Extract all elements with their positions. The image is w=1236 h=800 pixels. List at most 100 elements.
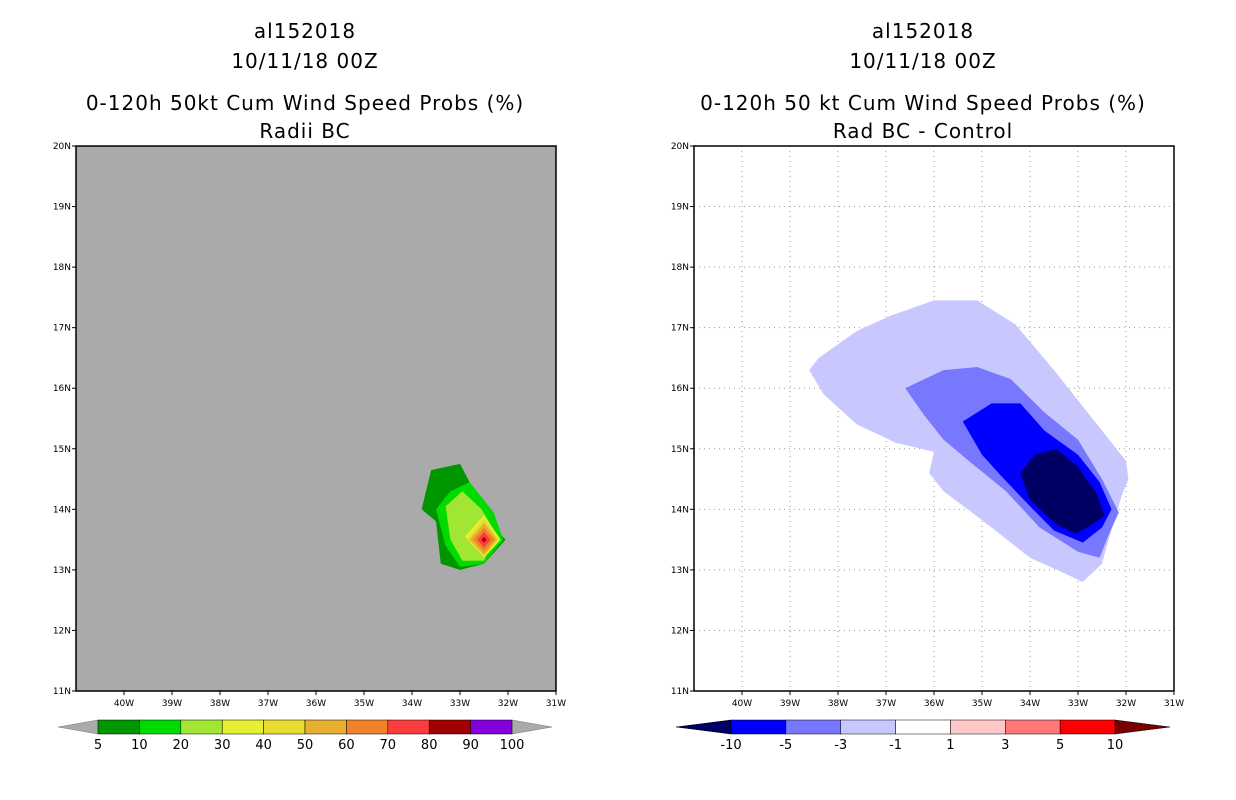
y-tick-label: 20N — [53, 142, 71, 152]
left-panel: 40W 39W 38W 37W 36W 35W 34W 33W 32W 31W 11N 12N 13N 1… — [53, 142, 566, 753]
left-colorbar: 5 10 20 30 40 50 60 70 80 90 100 — [57, 719, 553, 753]
left-chart-title: 0-120h 50kt Cum Wind Speed Probs (%) — [85, 91, 525, 115]
colorbar-swatch — [180, 719, 223, 735]
colorbar-label: 80 — [421, 738, 438, 753]
colorbar-label: 100 — [500, 738, 525, 753]
colorbar-label: 30 — [214, 738, 231, 753]
colorbar-label: 20 — [173, 738, 190, 753]
y-tick-label: 15N — [53, 445, 71, 455]
colorbar-swatch — [346, 719, 389, 735]
x-tick-label: 40W — [732, 699, 752, 709]
colorbar-arrow-right — [511, 719, 553, 735]
y-tick-label: 19N — [671, 203, 689, 213]
colorbar-label: 90 — [462, 738, 479, 753]
colorbar-arrow-left — [57, 719, 99, 735]
x-tick-label: 33W — [450, 699, 470, 709]
x-tick-label: 36W — [924, 699, 944, 709]
left-title-block: al152018 10/11/18 00Z 0-120h 50kt Cum Wi… — [65, 16, 545, 146]
colorbar-label: 10 — [1107, 738, 1124, 753]
x-tick-label: 35W — [354, 699, 374, 709]
right-contours — [809, 300, 1129, 582]
x-tick-label: 38W — [828, 699, 848, 709]
colorbar-swatch — [730, 719, 787, 735]
colorbar-label: 10 — [131, 738, 148, 753]
colorbar-swatch — [1005, 719, 1061, 735]
colorbar-swatch — [895, 719, 951, 735]
x-tick-label: 32W — [498, 699, 518, 709]
y-tick-label: 13N — [671, 566, 689, 576]
x-tick-label: 31W — [546, 699, 566, 709]
colorbar-swatch — [470, 719, 513, 735]
colorbar-swatch — [785, 719, 841, 735]
x-tick-label: 38W — [210, 699, 230, 709]
colorbar-label: 1 — [946, 738, 954, 753]
y-tick-label: 16N — [671, 384, 689, 394]
colorbar-label: -3 — [834, 738, 847, 753]
right-chart-subtitle: Rad BC - Control — [832, 119, 1014, 143]
contour-80_90 — [481, 536, 487, 543]
colorbar-swatch — [263, 719, 306, 735]
y-tick-label: 11N — [53, 687, 71, 697]
x-tick-label: 37W — [876, 699, 896, 709]
right-colorbar: -10 -5 -3 -1 1 3 5 10 — [675, 719, 1171, 753]
x-tick-label: 39W — [162, 699, 182, 709]
right-storm-id: al152018 — [871, 19, 975, 43]
colorbar-label: 70 — [380, 738, 397, 753]
contour-_10 — [1020, 448, 1105, 534]
right-panel: 40W 39W 38W 37W 36W 35W 34W 33W 32W 31W 11N 12N 13N 1… — [671, 142, 1184, 753]
colorbar-swatch — [840, 719, 896, 735]
y-tick-label: 15N — [671, 445, 689, 455]
colorbar-arrow-left — [675, 719, 732, 735]
colorbar-label: 5 — [1056, 738, 1064, 753]
y-tick-label: 14N — [671, 505, 689, 515]
colorbar-swatch — [950, 719, 1006, 735]
x-tick-label: 33W — [1068, 699, 1088, 709]
colorbar-label: 50 — [297, 738, 314, 753]
colorbar-swatch — [221, 719, 264, 735]
colorbar-label: 60 — [338, 738, 355, 753]
colorbar-label: -10 — [720, 738, 741, 753]
y-tick-label: 13N — [53, 566, 71, 576]
y-tick-label: 20N — [671, 142, 689, 152]
left-plot-background — [76, 146, 556, 691]
colorbar-swatch — [1059, 719, 1116, 735]
colorbar-label: 5 — [94, 738, 102, 753]
y-tick-label: 17N — [671, 324, 689, 334]
colorbar-label: -5 — [779, 738, 792, 753]
y-tick-label: 18N — [53, 263, 71, 273]
colorbar-arrow-right — [1114, 719, 1171, 735]
x-tick-label: 31W — [1164, 699, 1184, 709]
x-tick-label: 40W — [114, 699, 134, 709]
right-chart-title: 0-120h 50 kt Cum Wind Speed Probs (%) — [700, 91, 1146, 115]
x-tick-label: 35W — [972, 699, 992, 709]
y-tick-label: 12N — [671, 626, 689, 636]
x-tick-label: 36W — [306, 699, 326, 709]
x-tick-label: 37W — [258, 699, 278, 709]
x-tick-label: 34W — [1020, 699, 1040, 709]
left-chart-subtitle: Radii BC — [259, 119, 351, 143]
colorbar-label: 40 — [255, 738, 272, 753]
y-tick-label: 11N — [671, 687, 689, 697]
x-tick-label: 32W — [1116, 699, 1136, 709]
left-storm-id: al152018 — [253, 19, 357, 43]
colorbar-label: 3 — [1001, 738, 1009, 753]
right-date: 10/11/18 00Z — [849, 49, 997, 73]
left-contours — [421, 463, 506, 570]
y-tick-label: 18N — [671, 263, 689, 273]
colorbar-swatch — [304, 719, 347, 735]
y-tick-label: 17N — [53, 324, 71, 334]
x-tick-label: 34W — [402, 699, 422, 709]
y-tick-label: 14N — [53, 505, 71, 515]
left-date: 10/11/18 00Z — [231, 49, 379, 73]
colorbar-swatch — [139, 719, 182, 735]
colorbar-swatch — [97, 719, 140, 735]
colorbar-swatch — [387, 719, 430, 735]
y-tick-label: 12N — [53, 626, 71, 636]
colorbar-label: -1 — [889, 738, 902, 753]
y-tick-label: 16N — [53, 384, 71, 394]
y-tick-label: 19N — [53, 203, 71, 213]
x-tick-label: 39W — [780, 699, 800, 709]
colorbar-swatch — [428, 719, 471, 735]
right-title-block: al152018 10/11/18 00Z 0-120h 50 kt Cum W… — [683, 16, 1163, 146]
